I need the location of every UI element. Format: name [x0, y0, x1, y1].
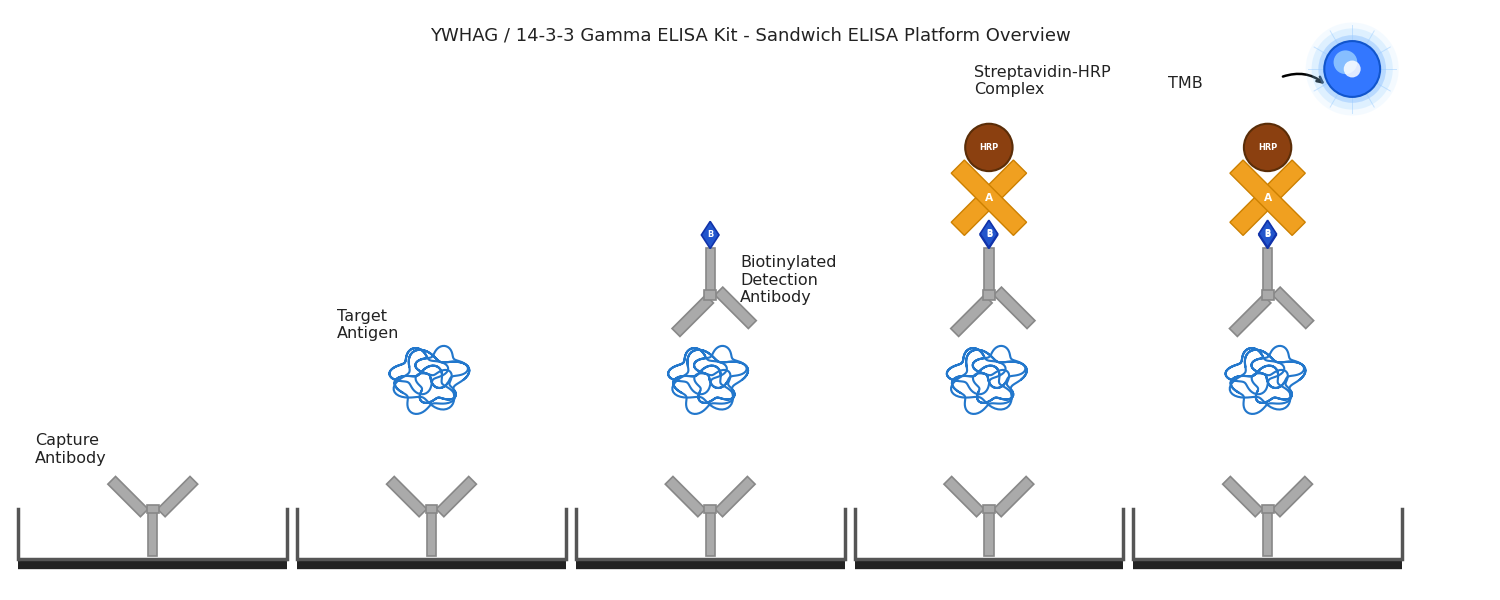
- Polygon shape: [1258, 220, 1276, 247]
- Polygon shape: [1262, 505, 1274, 512]
- Polygon shape: [980, 221, 998, 248]
- Text: A: A: [986, 193, 993, 203]
- Circle shape: [1324, 41, 1380, 97]
- Polygon shape: [387, 476, 427, 517]
- Polygon shape: [1263, 248, 1272, 295]
- Circle shape: [1244, 124, 1292, 171]
- Polygon shape: [705, 248, 716, 295]
- Polygon shape: [951, 160, 1026, 235]
- Text: YWHAG / 14-3-3 Gamma ELISA Kit - Sandwich ELISA Platform Overview: YWHAG / 14-3-3 Gamma ELISA Kit - Sandwic…: [429, 26, 1071, 44]
- Polygon shape: [427, 509, 436, 556]
- Circle shape: [1305, 22, 1398, 116]
- Polygon shape: [672, 295, 714, 337]
- Polygon shape: [716, 476, 754, 517]
- Polygon shape: [1272, 476, 1312, 517]
- Polygon shape: [1230, 160, 1305, 235]
- Polygon shape: [993, 476, 1033, 517]
- Text: B: B: [986, 229, 992, 238]
- Polygon shape: [982, 290, 994, 300]
- Text: Streptavidin-HRP
Complex: Streptavidin-HRP Complex: [974, 65, 1110, 97]
- Circle shape: [1334, 50, 1358, 74]
- Circle shape: [1311, 28, 1394, 110]
- Polygon shape: [993, 287, 1035, 329]
- Polygon shape: [944, 476, 984, 517]
- Polygon shape: [702, 221, 718, 248]
- Polygon shape: [666, 476, 705, 517]
- Polygon shape: [158, 476, 198, 517]
- Polygon shape: [426, 505, 438, 512]
- Polygon shape: [705, 509, 716, 556]
- Polygon shape: [147, 505, 159, 512]
- Text: B: B: [986, 230, 992, 239]
- Polygon shape: [1230, 295, 1270, 337]
- Polygon shape: [1272, 287, 1314, 329]
- Text: B: B: [706, 230, 714, 239]
- Text: B: B: [1264, 229, 1270, 238]
- Circle shape: [964, 124, 1012, 171]
- Polygon shape: [984, 248, 993, 295]
- Polygon shape: [1258, 221, 1276, 248]
- Text: HRP: HRP: [980, 143, 999, 152]
- Text: HRP: HRP: [1258, 143, 1276, 152]
- Polygon shape: [148, 509, 158, 556]
- Text: B: B: [1264, 230, 1270, 239]
- Polygon shape: [982, 505, 994, 512]
- Polygon shape: [1263, 509, 1272, 556]
- Text: Target
Antigen: Target Antigen: [338, 308, 399, 341]
- Polygon shape: [951, 160, 1026, 235]
- Text: Capture
Antibody: Capture Antibody: [36, 433, 106, 466]
- Polygon shape: [1230, 160, 1305, 235]
- Polygon shape: [1222, 476, 1263, 517]
- Polygon shape: [1262, 290, 1274, 300]
- Text: TMB: TMB: [1168, 76, 1203, 91]
- Circle shape: [1344, 61, 1360, 77]
- Polygon shape: [436, 476, 477, 517]
- Polygon shape: [108, 476, 148, 517]
- Text: A: A: [1263, 193, 1272, 203]
- Text: Biotinylated
Detection
Antibody: Biotinylated Detection Antibody: [740, 255, 837, 305]
- Polygon shape: [984, 509, 993, 556]
- Polygon shape: [951, 295, 992, 337]
- Polygon shape: [705, 290, 716, 300]
- Polygon shape: [716, 287, 756, 329]
- Circle shape: [1318, 35, 1386, 103]
- Polygon shape: [980, 220, 998, 247]
- Polygon shape: [705, 505, 716, 512]
